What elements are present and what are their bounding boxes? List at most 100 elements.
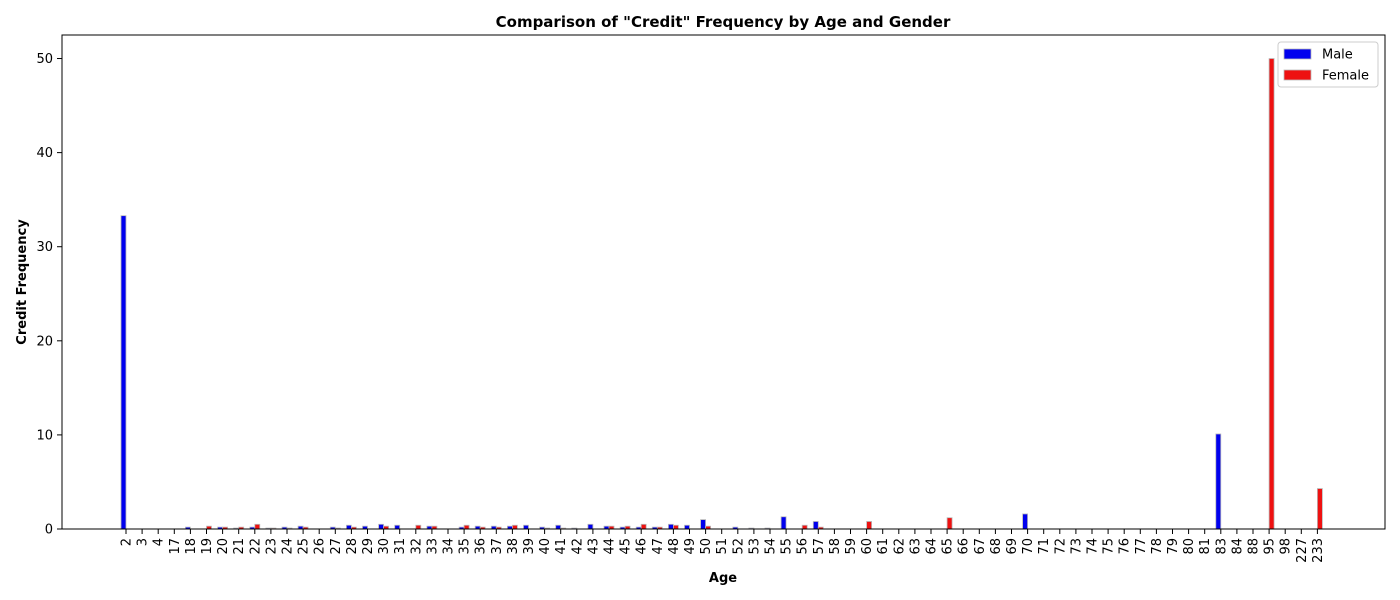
x-tick-label: 49	[683, 538, 698, 555]
x-tick-label: 72	[1053, 538, 1068, 555]
bar-female	[866, 521, 872, 530]
bar-female	[512, 524, 518, 530]
bar-female	[1268, 58, 1275, 530]
x-tick-label: 88	[1247, 538, 1262, 555]
x-tick-label: 95	[1263, 538, 1278, 555]
x-tick-label: 57	[812, 538, 827, 555]
bar-male	[394, 524, 401, 530]
x-tick-label: 58	[828, 538, 843, 555]
legend-swatch-female	[1283, 69, 1312, 81]
bar-female	[1317, 488, 1323, 530]
x-tick-label: 29	[361, 538, 376, 555]
x-tick-label: 22	[248, 538, 263, 555]
x-tick-label: 64	[925, 538, 940, 555]
x-tick-label: 66	[957, 538, 972, 555]
x-tick-label: 32	[409, 538, 424, 555]
x-tick-label: 24	[281, 538, 296, 555]
x-tick-label: 81	[1198, 538, 1213, 555]
x-tick-label: 3	[136, 538, 151, 546]
bar-male	[684, 524, 690, 530]
x-tick-label: 65	[941, 538, 956, 555]
x-tick-label: 52	[731, 538, 746, 555]
bar-male	[587, 523, 594, 530]
y-tick-label: 40	[36, 146, 53, 161]
x-tick-label: 54	[764, 538, 779, 555]
x-tick-label: 34	[442, 538, 457, 555]
x-axis: 2 3 4 17 18 19 20 21 22 23 24 25 26 27 28 29 30 31 32 33 34 3…	[120, 529, 1326, 563]
bar-male	[555, 524, 562, 530]
bar-female	[463, 524, 470, 530]
x-tick-label: 56	[796, 538, 811, 555]
x-tick-label: 59	[844, 538, 859, 555]
x-tick-label: 19	[200, 538, 215, 555]
legend-swatch-male	[1283, 48, 1312, 60]
x-tick-label: 41	[554, 538, 569, 555]
x-tick-label: 31	[393, 538, 408, 555]
plot-frame	[61, 34, 1386, 530]
y-axis: 0 10 20 30 40 50	[36, 52, 62, 538]
bar-male	[812, 521, 819, 530]
x-tick-label: 233	[1311, 538, 1326, 563]
x-tick-label: 70	[1021, 538, 1036, 555]
x-tick-label: 83	[1214, 538, 1229, 555]
x-axis-label: Age	[709, 571, 737, 586]
x-tick-label: 36	[474, 538, 489, 555]
bar-female	[640, 523, 647, 530]
x-tick-label: 73	[1069, 538, 1084, 555]
x-tick-label: 20	[216, 538, 231, 555]
bar-female	[415, 524, 422, 530]
x-tick-label: 42	[570, 538, 585, 555]
x-tick-label: 75	[1102, 538, 1117, 555]
x-tick-label: 77	[1134, 538, 1149, 555]
bar-male	[700, 519, 706, 530]
x-tick-label: 18	[184, 538, 199, 555]
x-tick-label: 38	[506, 538, 521, 555]
x-tick-label: 26	[313, 538, 328, 555]
y-tick-label: 50	[36, 52, 53, 67]
bar-female	[946, 517, 953, 530]
x-tick-label: 50	[699, 538, 714, 555]
x-tick-label: 40	[538, 538, 553, 555]
x-tick-label: 76	[1118, 538, 1133, 555]
x-tick-label: 25	[297, 538, 312, 555]
x-tick-label: 80	[1182, 538, 1197, 555]
x-tick-label: 28	[345, 538, 360, 555]
x-tick-label: 37	[490, 538, 505, 555]
x-tick-label: 2	[120, 538, 135, 546]
bar-male	[378, 523, 385, 530]
y-tick-label: 20	[36, 334, 53, 349]
x-tick-label: 62	[892, 538, 907, 555]
legend: Male Female	[1277, 41, 1379, 88]
x-tick-label: 53	[747, 538, 762, 555]
x-tick-label: 33	[425, 538, 440, 555]
x-tick-label: 21	[232, 538, 247, 555]
y-axis-label: Credit Frequency	[15, 219, 30, 345]
x-tick-label: 23	[264, 538, 279, 555]
x-tick-label: 55	[780, 538, 795, 555]
legend-label-male: Male	[1322, 48, 1353, 63]
bar-male	[1022, 513, 1028, 530]
x-tick-label: 60	[860, 538, 875, 555]
chart-title: Comparison of "Credit" Frequency by Age …	[496, 13, 951, 31]
x-tick-label: 4	[152, 538, 167, 546]
x-tick-label: 227	[1295, 538, 1310, 563]
x-tick-label: 17	[168, 538, 183, 555]
bar-male	[668, 523, 674, 530]
y-tick-label: 10	[36, 428, 53, 443]
y-tick-label: 0	[45, 523, 53, 538]
x-tick-label: 27	[329, 538, 344, 555]
x-tick-label: 51	[715, 538, 730, 555]
x-tick-label: 39	[522, 538, 537, 555]
x-tick-label: 44	[603, 538, 618, 555]
x-tick-label: 45	[619, 538, 634, 555]
bar-male	[1215, 433, 1222, 530]
x-tick-label: 74	[1086, 538, 1101, 555]
x-tick-label: 69	[1005, 538, 1020, 555]
x-tick-label: 43	[586, 538, 601, 555]
bar-male	[523, 524, 529, 530]
x-tick-label: 68	[989, 538, 1004, 555]
x-tick-label: 79	[1166, 538, 1181, 555]
y-tick-label: 30	[36, 240, 53, 255]
